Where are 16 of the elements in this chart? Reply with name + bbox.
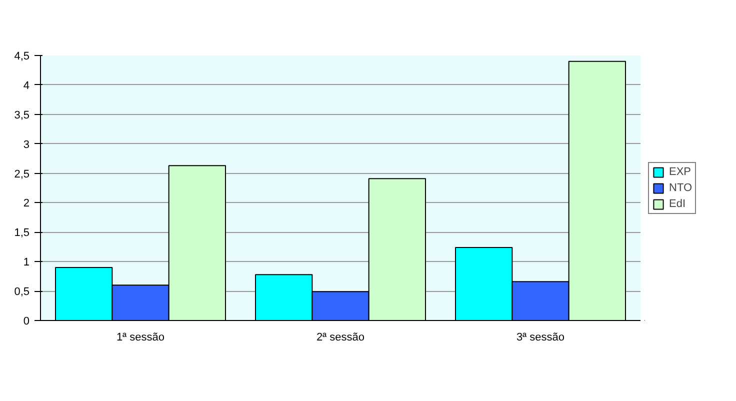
y-tick-label: 2,5 [14,168,30,180]
x-tick-label: 1ª sessão [116,332,165,344]
y-tick-label: 1 [23,256,30,269]
legend-label: NTO [669,182,692,194]
y-tick-label: 3,5 [14,109,30,122]
x-tick-label: 2ª sessão [316,332,365,344]
legend-label: EXP [669,166,692,178]
y-tick-label: 4,5 [14,50,30,62]
y-tick-label: 1,5 [14,227,30,240]
y-tick-label: 3 [23,138,30,151]
y-tick-label: 4 [23,80,30,92]
x-tick-label: 3ª sessão [516,332,565,344]
y-tick-label: 2 [23,198,30,210]
y-tick-label: 0,5 [14,286,30,298]
legend-label: EdI [669,198,687,210]
y-tick-label: 0 [23,316,30,328]
